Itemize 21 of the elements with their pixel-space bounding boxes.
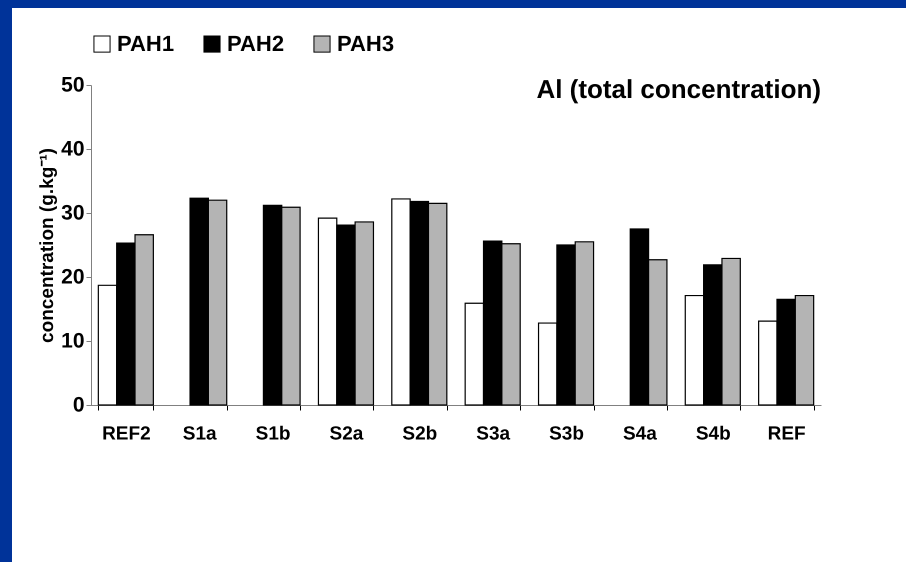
legend-label: PAH2	[227, 31, 284, 56]
x-tick-label: S3a	[476, 424, 511, 444]
x-tick-label: REF	[768, 424, 806, 444]
x-tick-label: S2b	[402, 424, 438, 444]
x-tick-label: S1b	[256, 424, 291, 444]
y-tick-label: 30	[61, 202, 84, 224]
x-tick-label: S4b	[696, 424, 731, 444]
y-tick-label: 40	[61, 138, 84, 160]
y-tick-label: 0	[72, 394, 84, 416]
x-tick-label: REF2	[102, 424, 151, 444]
y-tick-label: 20	[61, 266, 84, 288]
x-tick-label: S3b	[549, 424, 584, 444]
legend-label: PAH1	[117, 31, 174, 56]
y-axis-title: concentration (g.kg⁻¹)	[37, 148, 58, 343]
chart-title: Al (total concentration)	[536, 74, 821, 104]
y-tick-label: 50	[61, 74, 84, 96]
x-tick-label: S2a	[330, 424, 364, 444]
legend-label: PAH3	[337, 31, 394, 56]
x-tick-label: S4a	[623, 424, 658, 444]
y-tick-label: 10	[61, 330, 84, 352]
x-tick-label: S1a	[182, 424, 218, 444]
